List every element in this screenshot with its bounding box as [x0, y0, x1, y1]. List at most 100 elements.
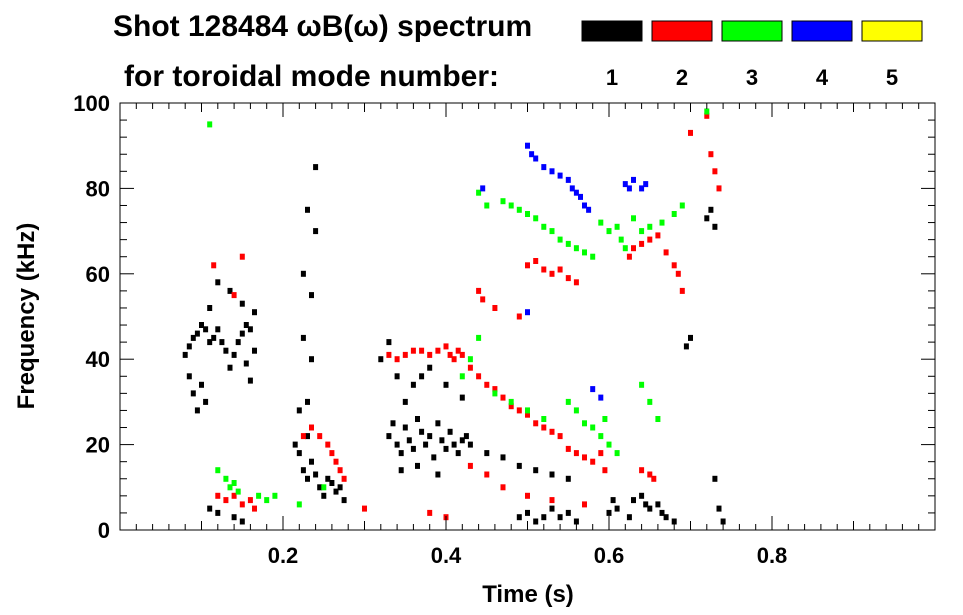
- data-point-mode-1: [688, 334, 693, 341]
- data-point-mode-4: [573, 189, 579, 196]
- data-point-mode-1: [435, 471, 441, 478]
- data-point-mode-1: [533, 518, 539, 525]
- data-point-mode-1: [455, 450, 461, 457]
- data-point-mode-3: [508, 398, 514, 405]
- data-point-mode-1: [219, 339, 225, 346]
- data-point-mode-2: [639, 240, 645, 247]
- data-point-mode-1: [459, 394, 465, 401]
- x-tick-label: 0.8: [757, 543, 788, 568]
- data-point-mode-1: [329, 480, 335, 486]
- data-point-mode-3: [573, 245, 579, 252]
- data-point-mode-4: [622, 181, 628, 188]
- y-tick-label: 80: [86, 176, 110, 201]
- data-point-mode-1: [647, 505, 653, 512]
- data-point-mode-3: [614, 223, 620, 230]
- data-point-mode-2: [582, 454, 587, 461]
- data-point-mode-2: [325, 441, 331, 448]
- data-point-mode-2: [541, 266, 547, 273]
- data-point-mode-3: [639, 228, 645, 235]
- data-point-mode-3: [647, 223, 653, 230]
- data-point-mode-3: [476, 189, 482, 196]
- plot-marks: [182, 108, 726, 525]
- data-point-mode-1: [231, 514, 237, 521]
- data-point-mode-1: [215, 326, 221, 333]
- data-point-mode-2: [492, 305, 498, 311]
- data-point-mode-4: [590, 386, 596, 393]
- data-point-mode-2: [252, 505, 257, 512]
- data-point-mode-1: [683, 343, 689, 350]
- data-point-mode-4: [529, 151, 535, 158]
- data-point-mode-2: [716, 185, 722, 192]
- data-point-mode-2: [590, 458, 596, 465]
- data-point-mode-4: [643, 181, 649, 188]
- data-point-mode-1: [317, 484, 323, 491]
- data-point-mode-1: [610, 497, 616, 504]
- data-point-mode-1: [427, 364, 433, 371]
- legend-swatch-mode-3: [721, 20, 783, 42]
- data-point-mode-1: [207, 505, 213, 512]
- data-point-mode-4: [639, 185, 645, 192]
- data-point-mode-1: [427, 433, 433, 440]
- legend-label-mode-4: 4: [816, 65, 829, 90]
- chart-subtitle: for toroidal mode number:: [124, 60, 499, 93]
- data-point-mode-1: [186, 343, 192, 350]
- data-point-mode-3: [590, 253, 596, 260]
- legend-swatch-mode-5: [861, 20, 923, 42]
- data-point-mode-1: [402, 424, 408, 431]
- data-point-mode-1: [386, 339, 392, 346]
- y-tick-label: 20: [86, 433, 110, 458]
- data-point-mode-2: [679, 287, 685, 294]
- data-point-mode-1: [410, 381, 416, 388]
- data-point-mode-2: [394, 356, 400, 363]
- data-point-mode-2: [459, 351, 465, 358]
- data-point-mode-3: [235, 488, 241, 495]
- data-point-mode-1: [215, 279, 221, 286]
- data-point-mode-3: [467, 356, 473, 363]
- data-point-mode-2: [647, 236, 653, 243]
- data-point-mode-2: [215, 492, 221, 499]
- data-point-mode-3: [565, 240, 571, 247]
- data-point-mode-1: [305, 475, 310, 482]
- data-point-mode-1: [182, 351, 188, 358]
- data-point-mode-1: [500, 454, 506, 461]
- data-point-mode-1: [215, 509, 221, 516]
- data-point-mode-3: [647, 398, 653, 405]
- data-point-mode-2: [565, 275, 571, 282]
- y-axis-label: Frequency (kHz): [13, 223, 40, 410]
- data-point-mode-2: [362, 505, 367, 512]
- data-point-mode-3: [671, 211, 677, 217]
- data-point-mode-3: [223, 475, 229, 482]
- data-point-mode-1: [406, 437, 412, 444]
- data-point-mode-2: [675, 270, 681, 277]
- data-point-mode-2: [647, 471, 653, 478]
- data-point-mode-4: [557, 172, 563, 179]
- y-tick-label: 40: [86, 347, 110, 372]
- data-point-mode-4: [598, 394, 604, 401]
- data-point-mode-1: [447, 428, 453, 435]
- data-point-mode-2: [663, 249, 669, 256]
- data-point-mode-2: [573, 450, 579, 457]
- x-tick-label: 0.6: [594, 543, 625, 568]
- data-point-mode-3: [704, 108, 710, 115]
- data-point-mode-1: [325, 475, 331, 482]
- data-point-mode-2: [708, 151, 714, 158]
- data-point-mode-2: [516, 407, 522, 414]
- data-point-mode-1: [631, 497, 636, 504]
- data-point-mode-1: [463, 433, 469, 440]
- data-point-mode-3: [525, 407, 530, 414]
- data-point-mode-1: [639, 492, 645, 499]
- data-point-mode-1: [423, 441, 429, 448]
- data-point-mode-2: [419, 347, 425, 354]
- data-point-mode-2: [525, 492, 530, 499]
- data-point-mode-1: [247, 326, 253, 333]
- data-point-mode-2: [451, 356, 457, 363]
- data-point-mode-2: [484, 471, 490, 478]
- x-tick-label: 0.4: [431, 543, 462, 568]
- data-point-mode-1: [704, 215, 710, 222]
- data-point-mode-3: [557, 236, 563, 243]
- data-point-mode-2: [467, 462, 473, 469]
- data-point-mode-2: [239, 501, 245, 508]
- data-point-mode-1: [203, 326, 209, 333]
- data-point-mode-1: [190, 390, 196, 397]
- data-point-mode-2: [333, 458, 339, 465]
